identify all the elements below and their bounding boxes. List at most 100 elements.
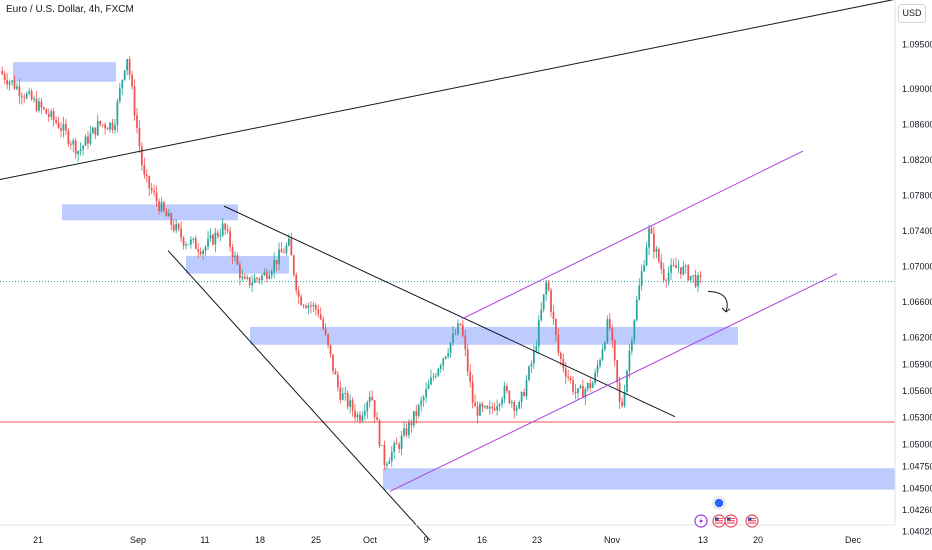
candle-body xyxy=(52,111,55,120)
currency-button[interactable]: USD xyxy=(898,4,926,23)
candle-body xyxy=(116,101,119,126)
candle-body xyxy=(530,363,533,367)
candle-body xyxy=(628,350,631,371)
candle-body xyxy=(197,249,200,252)
candle-body xyxy=(464,335,467,350)
candle-body xyxy=(354,410,356,418)
candle-body xyxy=(694,275,697,287)
channel-upper-line[interactable] xyxy=(461,150,804,320)
lightning-event[interactable] xyxy=(694,514,708,528)
zone-top-left[interactable] xyxy=(13,62,116,82)
candle-body xyxy=(623,391,626,406)
candle-body xyxy=(518,401,521,409)
candle-body xyxy=(533,351,535,364)
candle-body xyxy=(469,371,472,382)
candle-body xyxy=(60,127,62,131)
candle-body xyxy=(439,365,442,369)
candle-body xyxy=(207,238,209,247)
candle-body xyxy=(555,319,557,335)
projection-arrow[interactable] xyxy=(707,290,728,313)
candle-body xyxy=(256,277,258,279)
candle-body xyxy=(165,210,168,217)
candle-body xyxy=(562,359,565,369)
candle-body xyxy=(62,123,65,131)
falling-lower-line[interactable] xyxy=(167,250,431,541)
candle-body xyxy=(292,255,295,275)
candle-body xyxy=(513,401,516,411)
falling-upper-line[interactable] xyxy=(223,205,676,418)
candle-body xyxy=(582,385,584,398)
drawings-layer[interactable] xyxy=(0,0,896,541)
candle-body xyxy=(160,202,163,212)
candle-body xyxy=(430,377,432,385)
price-tick-label: 1.09000 xyxy=(902,84,932,94)
candle-body xyxy=(476,406,479,416)
time-tick-label: 11 xyxy=(200,535,209,545)
candles-layer xyxy=(1,56,702,471)
events-layer[interactable] xyxy=(694,496,759,528)
time-tick-label: 9 xyxy=(423,535,428,545)
candle-body xyxy=(403,428,405,436)
time-tick-label: Oct xyxy=(363,535,378,545)
candle-body xyxy=(1,71,4,75)
candle-body xyxy=(163,202,165,211)
lightning-glyph xyxy=(699,517,703,525)
candle-body xyxy=(650,228,653,234)
candle-body xyxy=(65,123,67,131)
candle-body xyxy=(114,125,116,130)
zone-early-sep[interactable] xyxy=(62,204,238,221)
candle-body xyxy=(344,392,347,394)
candle-body xyxy=(699,275,702,277)
candle-body xyxy=(689,275,692,281)
candle-body xyxy=(317,309,320,315)
candle-body xyxy=(270,271,273,276)
candle-body xyxy=(427,384,430,389)
zone-mid[interactable] xyxy=(250,326,738,345)
candle-body xyxy=(616,360,619,383)
candle-body xyxy=(611,328,614,341)
projection-arrow-head xyxy=(721,307,731,313)
candle-body xyxy=(540,309,543,321)
candle-body xyxy=(484,406,486,408)
candle-body xyxy=(457,323,459,334)
candle-body xyxy=(481,403,484,408)
candle-body xyxy=(300,296,302,306)
candle-body xyxy=(567,376,570,378)
long-resistance-line[interactable] xyxy=(0,0,896,180)
candle-body xyxy=(356,414,359,418)
candle-body xyxy=(341,393,344,400)
candle-body xyxy=(599,359,601,366)
symbol-title: Euro / U.S. Dollar, 4h, FXCM xyxy=(6,4,134,15)
us-flag-event-2[interactable] xyxy=(724,514,738,528)
candle-body xyxy=(584,389,587,398)
price-tick-label: 1.05000 xyxy=(902,439,932,449)
price-tick-label: 1.05300 xyxy=(902,413,932,423)
candle-body xyxy=(579,385,582,389)
candle-body xyxy=(608,319,611,329)
price-tick-label: 1.08600 xyxy=(902,119,932,129)
candle-body xyxy=(226,229,229,232)
candle-body xyxy=(486,406,489,409)
zone-bottom[interactable] xyxy=(383,468,895,490)
time-tick-label: 21 xyxy=(33,535,43,545)
candle-body xyxy=(542,294,545,310)
candle-body xyxy=(133,86,136,116)
candle-body xyxy=(18,86,21,96)
candle-body xyxy=(672,264,675,266)
globe-event[interactable] xyxy=(712,496,726,510)
candle-body xyxy=(180,228,182,238)
price-tick-label: 1.04260 xyxy=(902,505,932,515)
candle-body xyxy=(670,264,672,273)
candle-body xyxy=(680,267,682,275)
candle-body xyxy=(596,365,599,373)
candle-body xyxy=(366,402,369,412)
candle-body xyxy=(405,428,408,436)
us-flag-event-1[interactable] xyxy=(712,514,726,528)
candle-body xyxy=(239,264,241,279)
us-flag-event-3[interactable] xyxy=(745,514,759,528)
candle-body xyxy=(69,143,72,145)
channel-lower-line[interactable] xyxy=(389,273,838,492)
